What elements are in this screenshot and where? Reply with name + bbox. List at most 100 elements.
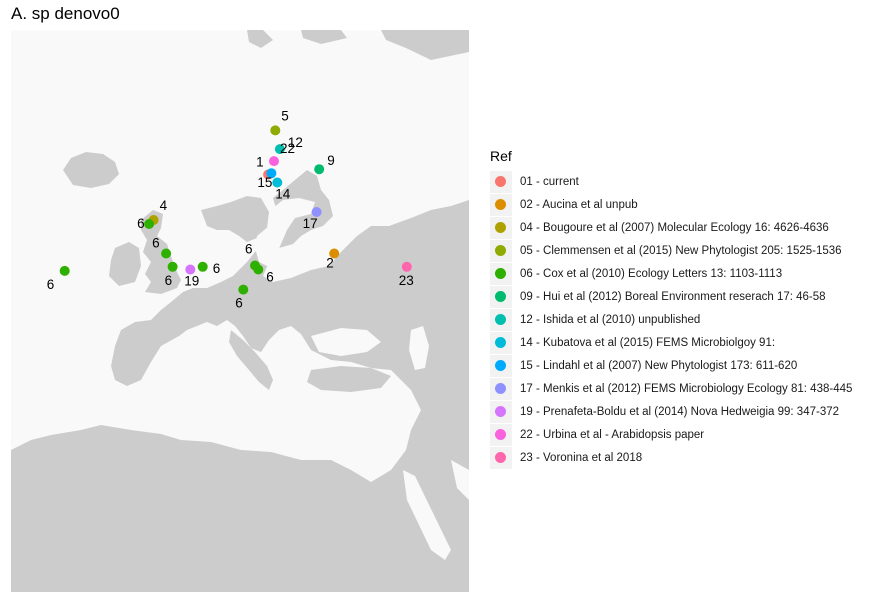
legend-item: 02 - Aucina et al unpub bbox=[490, 193, 852, 216]
legend-key bbox=[490, 354, 512, 377]
legend-item: 04 - Bougoure et al (2007) Molecular Eco… bbox=[490, 216, 852, 239]
map-point-label: 6 bbox=[266, 270, 274, 285]
land-scandinavia-south bbox=[201, 196, 269, 242]
map-point bbox=[161, 248, 172, 259]
legend-label: 19 - Prenafeta-Boldu et al (2014) Nova H… bbox=[520, 405, 840, 418]
legend-key bbox=[490, 423, 512, 446]
legend-dot-icon bbox=[495, 313, 506, 325]
map-point bbox=[185, 264, 196, 275]
map-point bbox=[197, 261, 208, 272]
legend-title: Ref bbox=[490, 148, 512, 164]
legend-key bbox=[490, 400, 512, 423]
legend-item: 05 - Clemmensen et al (2015) New Phytolo… bbox=[490, 239, 852, 262]
legend-key bbox=[490, 377, 512, 400]
sea-black bbox=[311, 328, 381, 356]
map-point-label: 9 bbox=[327, 153, 335, 168]
land-italy bbox=[229, 330, 273, 390]
map-point bbox=[59, 265, 70, 276]
map-point-label: 6 bbox=[137, 216, 145, 231]
legend-label: 05 - Clemmensen et al (2015) New Phytolo… bbox=[520, 244, 842, 257]
legend-dot-icon bbox=[495, 221, 506, 233]
legend-dot-icon bbox=[495, 451, 506, 463]
land-arctic-islands bbox=[247, 30, 469, 60]
legend-key bbox=[490, 262, 512, 285]
legend: Ref 01 - current 02 - Aucina et al unpub 0… bbox=[490, 148, 852, 469]
inner-seas bbox=[111, 198, 469, 560]
map-point-label: 6 bbox=[165, 273, 173, 288]
legend-item: 17 - Menkis et al (2012) FEMS Microbiolo… bbox=[490, 377, 852, 400]
map-point bbox=[272, 177, 283, 188]
legend-key bbox=[490, 216, 512, 239]
legend-label: 09 - Hui et al (2012) Boreal Environment… bbox=[520, 290, 826, 303]
map-point-label: 6 bbox=[47, 277, 55, 292]
legend-item: 19 - Prenafeta-Boldu et al (2014) Nova H… bbox=[490, 400, 852, 423]
map-point bbox=[269, 156, 279, 167]
map-point-label: 6 bbox=[213, 261, 221, 276]
map-point bbox=[167, 261, 178, 272]
legend-label: 02 - Aucina et al unpub bbox=[520, 198, 638, 211]
legend-label: 01 - current bbox=[520, 175, 579, 188]
map-point bbox=[311, 207, 322, 217]
legend-dot-icon bbox=[495, 428, 506, 440]
map-point bbox=[144, 219, 155, 229]
map-point bbox=[401, 261, 412, 272]
land-eurasia-africa bbox=[11, 90, 469, 592]
map-point-label: 6 bbox=[152, 236, 160, 251]
legend-label: 14 - Kubatova et al (2015) FEMS Microbio… bbox=[520, 336, 776, 349]
legend-label: 23 - Voronina et al 2018 bbox=[520, 451, 643, 464]
land-anatolia bbox=[307, 366, 391, 392]
sea-baltic bbox=[255, 198, 315, 266]
legend-dot-icon bbox=[495, 175, 506, 187]
land-ireland bbox=[109, 242, 141, 286]
legend-key bbox=[490, 308, 512, 331]
legend-key bbox=[490, 446, 512, 469]
legend-dot-icon bbox=[495, 336, 506, 348]
legend-key bbox=[490, 170, 512, 193]
map-point-label: 4 bbox=[160, 198, 168, 213]
legend-dot-icon bbox=[495, 382, 506, 394]
legend-item: 15 - Lindahl et al (2007) New Phytologis… bbox=[490, 354, 852, 377]
map-point-label: 23 bbox=[399, 273, 414, 288]
map-point bbox=[253, 264, 264, 275]
map-point bbox=[329, 248, 340, 259]
map-point-label: 14 bbox=[275, 187, 291, 202]
legend-label: 15 - Lindahl et al (2007) New Phytologis… bbox=[520, 359, 798, 372]
legend-key bbox=[490, 285, 512, 308]
map-point bbox=[270, 125, 281, 136]
sea-mediterranean bbox=[111, 382, 391, 434]
map-title: A. sp denovo0 bbox=[11, 4, 120, 23]
map-point-label: 6 bbox=[245, 242, 253, 257]
map-point bbox=[274, 144, 285, 155]
map-point bbox=[314, 164, 325, 175]
land-great-britain bbox=[141, 210, 181, 294]
legend-key bbox=[490, 193, 512, 216]
map-point-label: 6 bbox=[235, 296, 243, 311]
map-point-label: 19 bbox=[184, 274, 199, 289]
map-point-label: 5 bbox=[281, 108, 289, 123]
legend-item: 06 - Cox et al (2010) Ecology Letters 13… bbox=[490, 262, 852, 285]
legend-dot-icon bbox=[495, 405, 506, 417]
legend-item: 22 - Urbina et al - Arabidopsis paper bbox=[490, 423, 852, 446]
legend-label: 04 - Bougoure et al (2007) Molecular Eco… bbox=[520, 221, 829, 234]
legend-key bbox=[490, 331, 512, 354]
legend-item: 14 - Kubatova et al (2015) FEMS Microbio… bbox=[490, 331, 852, 354]
legend-item: 23 - Voronina et al 2018 bbox=[490, 446, 852, 469]
legend-dot-icon bbox=[495, 198, 506, 210]
map-point-label: 1 bbox=[256, 155, 264, 170]
legend-item: 01 - current bbox=[490, 170, 852, 193]
sea-persian-gulf bbox=[451, 460, 469, 500]
legend-dot-icon bbox=[495, 359, 506, 371]
legend-label: 12 - Ishida et al (2010) unpublished bbox=[520, 313, 701, 326]
legend-dot-icon bbox=[495, 290, 506, 302]
map-point bbox=[266, 168, 277, 179]
map-point-label: 17 bbox=[303, 216, 318, 231]
map-point bbox=[238, 284, 249, 295]
map-point-label: 15 bbox=[257, 175, 272, 190]
map-point-label: 2 bbox=[326, 256, 334, 271]
sea-red bbox=[403, 470, 451, 560]
legend-key bbox=[490, 239, 512, 262]
legend-item: 09 - Hui et al (2012) Boreal Environment… bbox=[490, 285, 852, 308]
legend-label: 06 - Cox et al (2010) Ecology Letters 13… bbox=[520, 267, 783, 280]
legend-label: 17 - Menkis et al (2012) FEMS Microbiolo… bbox=[520, 382, 853, 395]
